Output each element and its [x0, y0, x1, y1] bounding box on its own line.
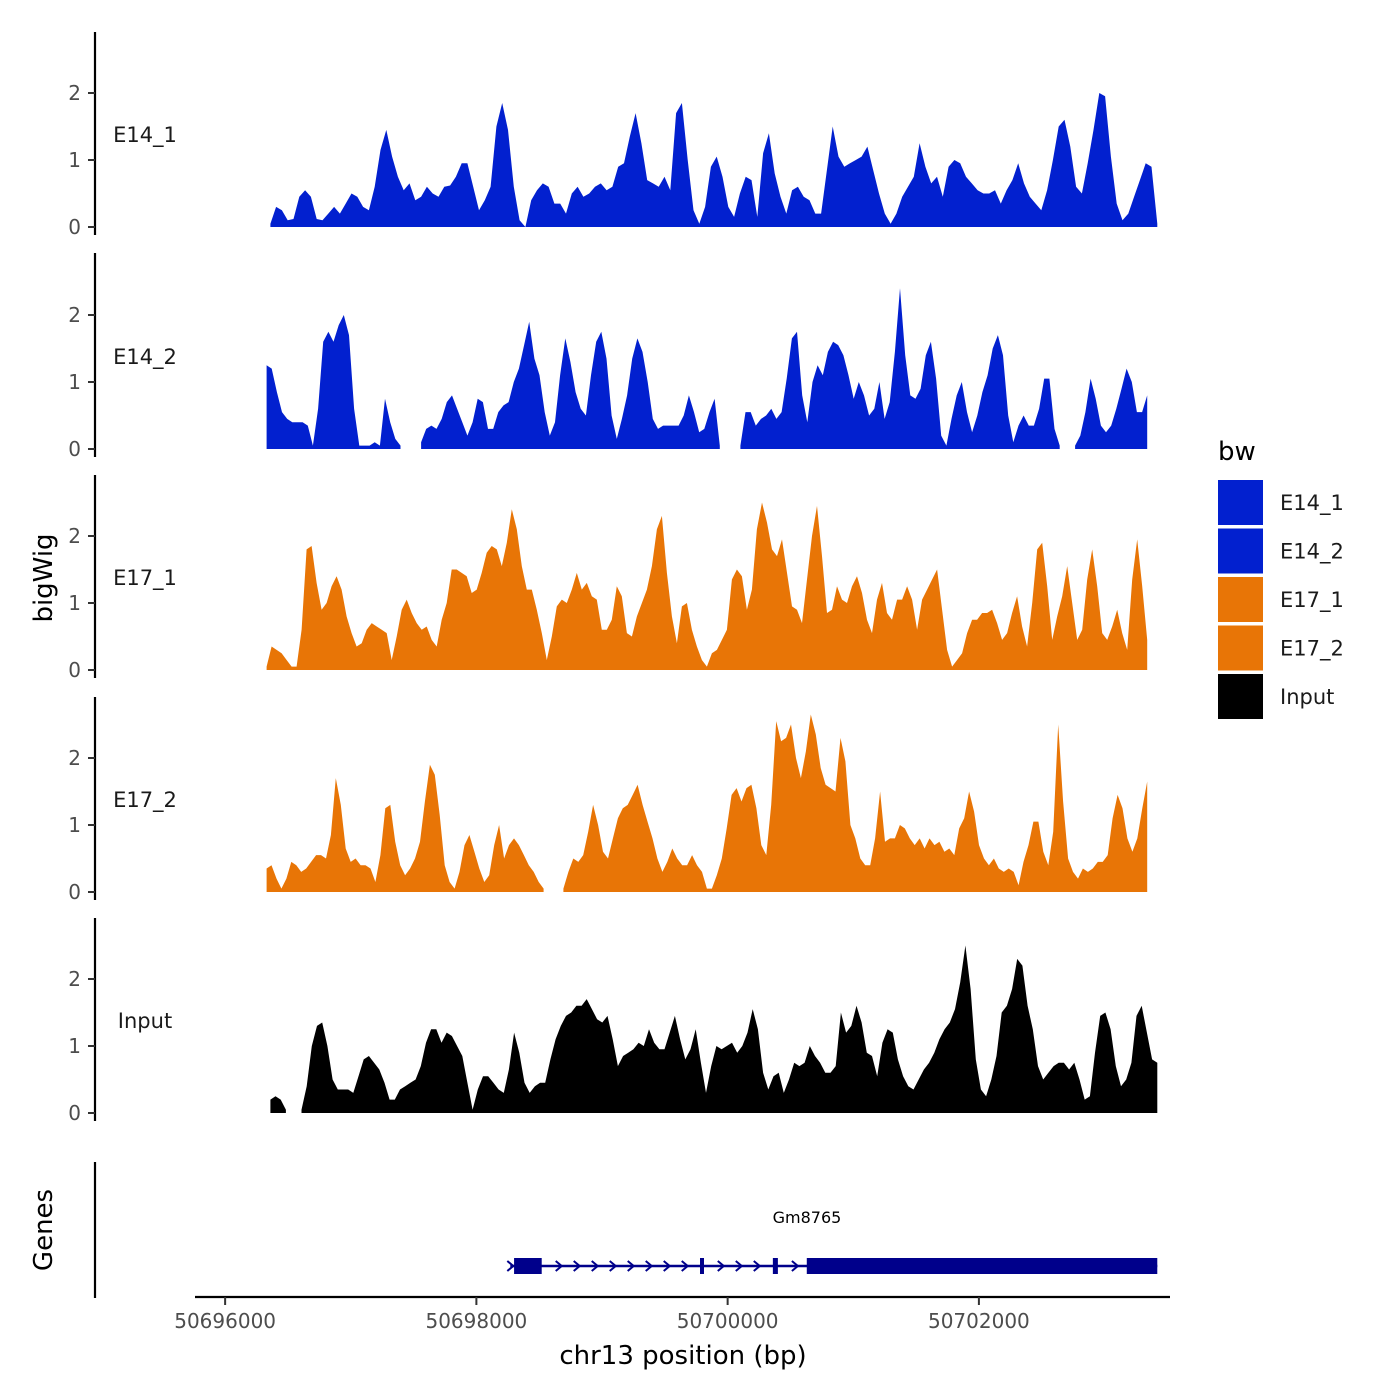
y-tick-label: 0 [68, 1101, 81, 1125]
x-tick-label: 50698000 [425, 1309, 527, 1333]
legend-label: E17_2 [1280, 637, 1344, 662]
track-label: E14_2 [113, 345, 177, 370]
signal-area-e17-2 [266, 714, 1148, 892]
legend-title: bw [1218, 437, 1256, 467]
legend-label: E17_1 [1280, 588, 1344, 613]
x-tick-label: 50700000 [677, 1309, 779, 1333]
strand-arrow [555, 1260, 564, 1272]
y-axis-title: bigWig [29, 533, 59, 622]
signal-tracks: 0 1 2 E14_1 0 1 2 E14_2 0 1 2 E17_1 0 1 2 E17_2 0 1 2 Input [68, 32, 1158, 1125]
strand-arrow [663, 1260, 672, 1272]
gene-label: Gm8765 [773, 1208, 842, 1227]
y-tick-label: 0 [68, 215, 81, 239]
y-tick-label: 0 [68, 437, 81, 461]
y-tick-label: 2 [68, 303, 81, 327]
track-label: E14_1 [113, 123, 177, 148]
legend-label: E14_1 [1280, 491, 1344, 516]
y-tick-label: 2 [68, 967, 81, 991]
x-tick-label: 50702000 [928, 1309, 1030, 1333]
legend-label: Input [1280, 685, 1334, 709]
track-input: 0 1 2 Input [68, 918, 1158, 1125]
signal-area-input [270, 945, 1158, 1113]
signal-area-e14-2 [266, 288, 1148, 449]
y-tick-label: 2 [68, 524, 81, 548]
y-tick-label: 1 [68, 148, 81, 172]
strand-arrow [627, 1260, 636, 1272]
track-e17-2: 0 1 2 E17_2 [68, 697, 1148, 904]
x-axis-title: chr13 position (bp) [559, 1341, 806, 1371]
x-axis: 50696000 50698000 50700000 50702000 [174, 1295, 1170, 1333]
strand-arrow [791, 1260, 800, 1272]
track-label: E17_2 [113, 788, 177, 813]
gene-panel: Gm8765 [93, 1162, 1158, 1298]
strand-arrow [506, 1260, 515, 1272]
strand-arrow [735, 1260, 744, 1272]
y-tick-label: 0 [68, 880, 81, 904]
track-e14-2: 0 1 2 E14_2 [68, 253, 1148, 461]
gene-exon [700, 1258, 704, 1274]
legend-swatch [1218, 577, 1263, 622]
gene-gm8765: Gm8765 [506, 1208, 1158, 1274]
strand-arrow [717, 1260, 726, 1272]
y-tick-label: 1 [68, 1034, 81, 1058]
y-tick-label: 1 [68, 813, 81, 837]
x-tick-label: 50696000 [174, 1309, 276, 1333]
track-label: E17_1 [113, 566, 177, 591]
legend-swatch [1218, 528, 1263, 574]
strand-arrow [573, 1260, 582, 1272]
y-tick-label: 2 [68, 81, 81, 105]
strand-arrow [645, 1260, 654, 1272]
y-tick-label: 1 [68, 370, 81, 394]
strand-arrow [753, 1260, 762, 1272]
strand-arrow [591, 1260, 600, 1272]
gene-exon [514, 1258, 542, 1274]
signal-area-e17-1 [266, 502, 1148, 670]
y-tick-label: 1 [68, 591, 81, 615]
legend-swatch [1218, 674, 1263, 719]
legend-label: E14_2 [1280, 540, 1344, 565]
strand-arrow [681, 1260, 690, 1272]
legend-swatch [1218, 480, 1263, 525]
track-e17-1: 0 1 2 E17_1 [68, 475, 1148, 682]
gene-exon [772, 1258, 778, 1274]
signal-area-e14-1 [270, 93, 1158, 227]
track-label: Input [118, 1009, 172, 1033]
gene-exon [806, 1258, 1158, 1274]
strand-arrow [609, 1260, 618, 1272]
genes-axis-title: Genes [29, 1189, 59, 1271]
track-e14-1: 0 1 2 E14_1 [68, 32, 1158, 239]
y-tick-label: 0 [68, 658, 81, 682]
y-tick-label: 2 [68, 746, 81, 770]
legend: bw E14_1 E14_2 E17_1 E17_2 Input [1218, 437, 1344, 719]
legend-swatch [1218, 625, 1263, 671]
